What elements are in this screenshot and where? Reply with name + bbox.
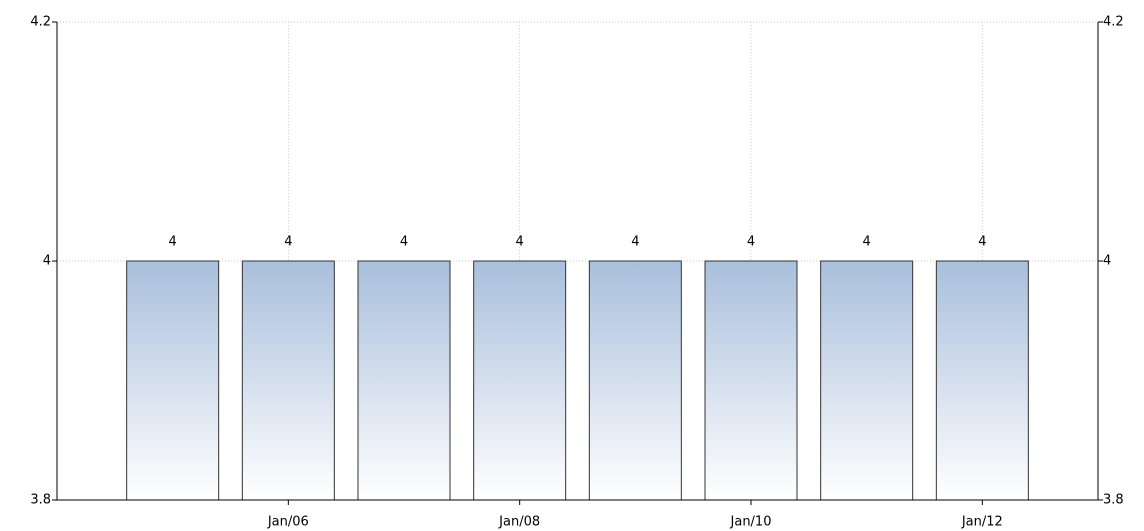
- x-tick-label: Jan/10: [730, 515, 772, 530]
- data-label: 4: [978, 235, 986, 250]
- data-label: 4: [400, 235, 408, 250]
- data-label: 4: [863, 235, 871, 250]
- data-label: 4: [747, 235, 755, 250]
- bar: [357, 260, 451, 501]
- bar: [473, 260, 567, 501]
- x-tick-label: Jan/12: [961, 515, 1003, 530]
- x-tick-label: Jan/08: [498, 515, 540, 530]
- data-label: 4: [516, 235, 524, 250]
- bar: [704, 260, 798, 501]
- y-tick-label: 4: [43, 254, 51, 269]
- bar: [126, 260, 220, 501]
- data-label: 4: [169, 235, 177, 250]
- y2-tick-label: 4: [1103, 254, 1111, 269]
- y-tick-label: 4.2: [30, 15, 51, 30]
- bar: [241, 260, 335, 501]
- data-label: 4: [284, 235, 292, 250]
- data-label: 4: [631, 235, 639, 250]
- y2-tick-label: 4.2: [1103, 15, 1124, 30]
- y-tick-label: 3.8: [30, 493, 51, 508]
- y2-tick-label: 3.8: [1103, 493, 1124, 508]
- bar: [935, 260, 1029, 501]
- bar: [820, 260, 914, 501]
- x-tick-label: Jan/06: [267, 515, 309, 530]
- bar: [588, 260, 682, 501]
